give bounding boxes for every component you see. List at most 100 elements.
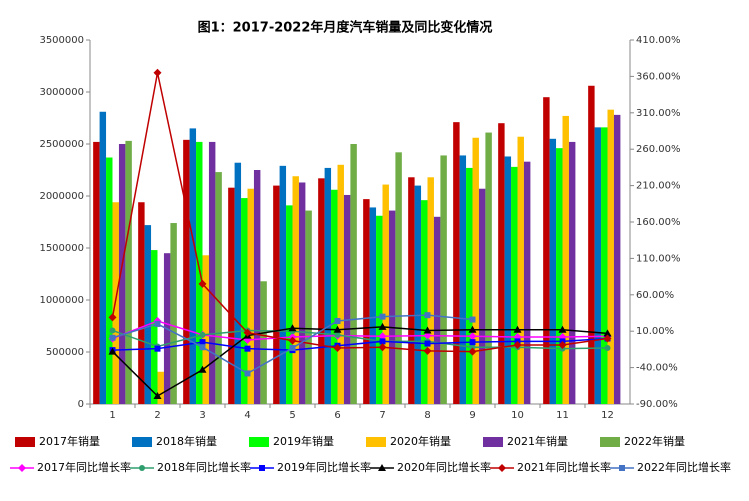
marker: [513, 325, 522, 333]
bar: [556, 148, 563, 404]
marker: [244, 345, 251, 352]
bar: [273, 185, 280, 404]
marker: [513, 341, 522, 350]
bar: [260, 281, 267, 404]
legend-label: 2022年销量: [624, 434, 685, 448]
bar: [99, 111, 107, 404]
x-tick-label: 7: [379, 410, 385, 421]
marker: [154, 320, 161, 327]
bar: [324, 167, 332, 404]
marker: [379, 313, 386, 320]
bar: [151, 250, 158, 404]
legend-swatch: [366, 437, 386, 447]
bar: [459, 155, 467, 404]
marker: [139, 465, 145, 471]
legend-label: 2020年同比增长率: [397, 460, 491, 474]
y2-tick-label: 60.00%: [636, 290, 674, 301]
x-tick-label: 4: [244, 410, 250, 421]
x-tick-label: 11: [556, 410, 569, 421]
bar: [517, 136, 524, 404]
bar: [247, 188, 254, 404]
bar: [343, 194, 351, 404]
legend-label: 2021年同比增长率: [517, 460, 611, 474]
bar: [189, 128, 197, 404]
x-tick-label: 5: [289, 410, 295, 421]
marker: [378, 322, 387, 330]
bar: [228, 187, 235, 404]
bar: [292, 176, 299, 404]
marker: [378, 464, 386, 471]
x-tick-label: 12: [601, 410, 614, 421]
y-tick-label: 500000: [46, 347, 84, 358]
bar: [421, 200, 428, 404]
bar: [183, 139, 190, 404]
bar: [253, 170, 261, 404]
x-tick-label: 1: [109, 410, 115, 421]
bar: [485, 132, 492, 404]
bar: [568, 141, 576, 405]
bar: [395, 152, 402, 404]
bar: [543, 97, 550, 404]
marker: [153, 391, 162, 399]
bar: [498, 123, 505, 404]
bar: [414, 185, 422, 404]
marker: [334, 331, 341, 338]
marker: [109, 327, 116, 334]
line: [111, 326, 608, 397]
bar: [279, 165, 287, 404]
marker: [199, 344, 206, 351]
marker: [378, 343, 387, 352]
legend-label: 2018年同比增长率: [157, 460, 251, 474]
bar: [382, 184, 389, 404]
legend-label: 2021年销量: [507, 434, 568, 448]
marker: [199, 339, 206, 346]
bar: [433, 216, 441, 404]
marker: [259, 465, 265, 471]
bar: [601, 127, 608, 405]
bar: [125, 140, 132, 404]
bar: [93, 141, 100, 405]
x-tick-label: 9: [469, 410, 475, 421]
y2-tick-label: 10.00%: [636, 326, 674, 337]
bar: [562, 115, 569, 405]
bar: [523, 161, 531, 404]
bar: [318, 178, 325, 404]
y2-tick-label: 160.00%: [636, 217, 681, 228]
marker: [199, 331, 206, 338]
bar: [613, 114, 621, 404]
marker: [603, 334, 612, 343]
bar: [337, 164, 344, 404]
legend-swatch: [132, 437, 152, 447]
marker: [424, 312, 431, 319]
y-tick-label: 0: [78, 399, 84, 410]
marker: [18, 464, 26, 472]
y2-tick-label: 260.00%: [636, 144, 681, 155]
bar: [138, 202, 145, 404]
bar: [607, 109, 614, 405]
y2-tick-label: 310.00%: [636, 108, 681, 119]
legend-swatch: [600, 437, 620, 447]
y-tick-label: 1000000: [39, 295, 84, 306]
y-tick-label: 1500000: [39, 243, 84, 254]
x-tick-label: 6: [334, 410, 340, 421]
y-tick-label: 3500000: [39, 35, 84, 46]
marker: [379, 338, 386, 345]
bar: [594, 127, 602, 405]
bar: [118, 144, 126, 404]
x-tick-label: 2: [154, 410, 160, 421]
marker: [619, 465, 625, 471]
y2-tick-label: 110.00%: [636, 253, 681, 264]
bar: [504, 156, 512, 404]
marker: [288, 324, 297, 332]
bar: [331, 189, 338, 404]
x-tick-label: 10: [511, 410, 524, 421]
legend-label: 2019年同比增长率: [277, 460, 371, 474]
bar: [363, 199, 370, 404]
bar: [196, 141, 203, 405]
chart-title: 图1：2017-2022年月度汽车销量及同比变化情况: [198, 20, 493, 36]
legend-swatch: [15, 437, 35, 447]
marker: [333, 343, 342, 352]
bar: [427, 177, 434, 404]
legend-label: 2017年同比增长率: [37, 460, 131, 474]
